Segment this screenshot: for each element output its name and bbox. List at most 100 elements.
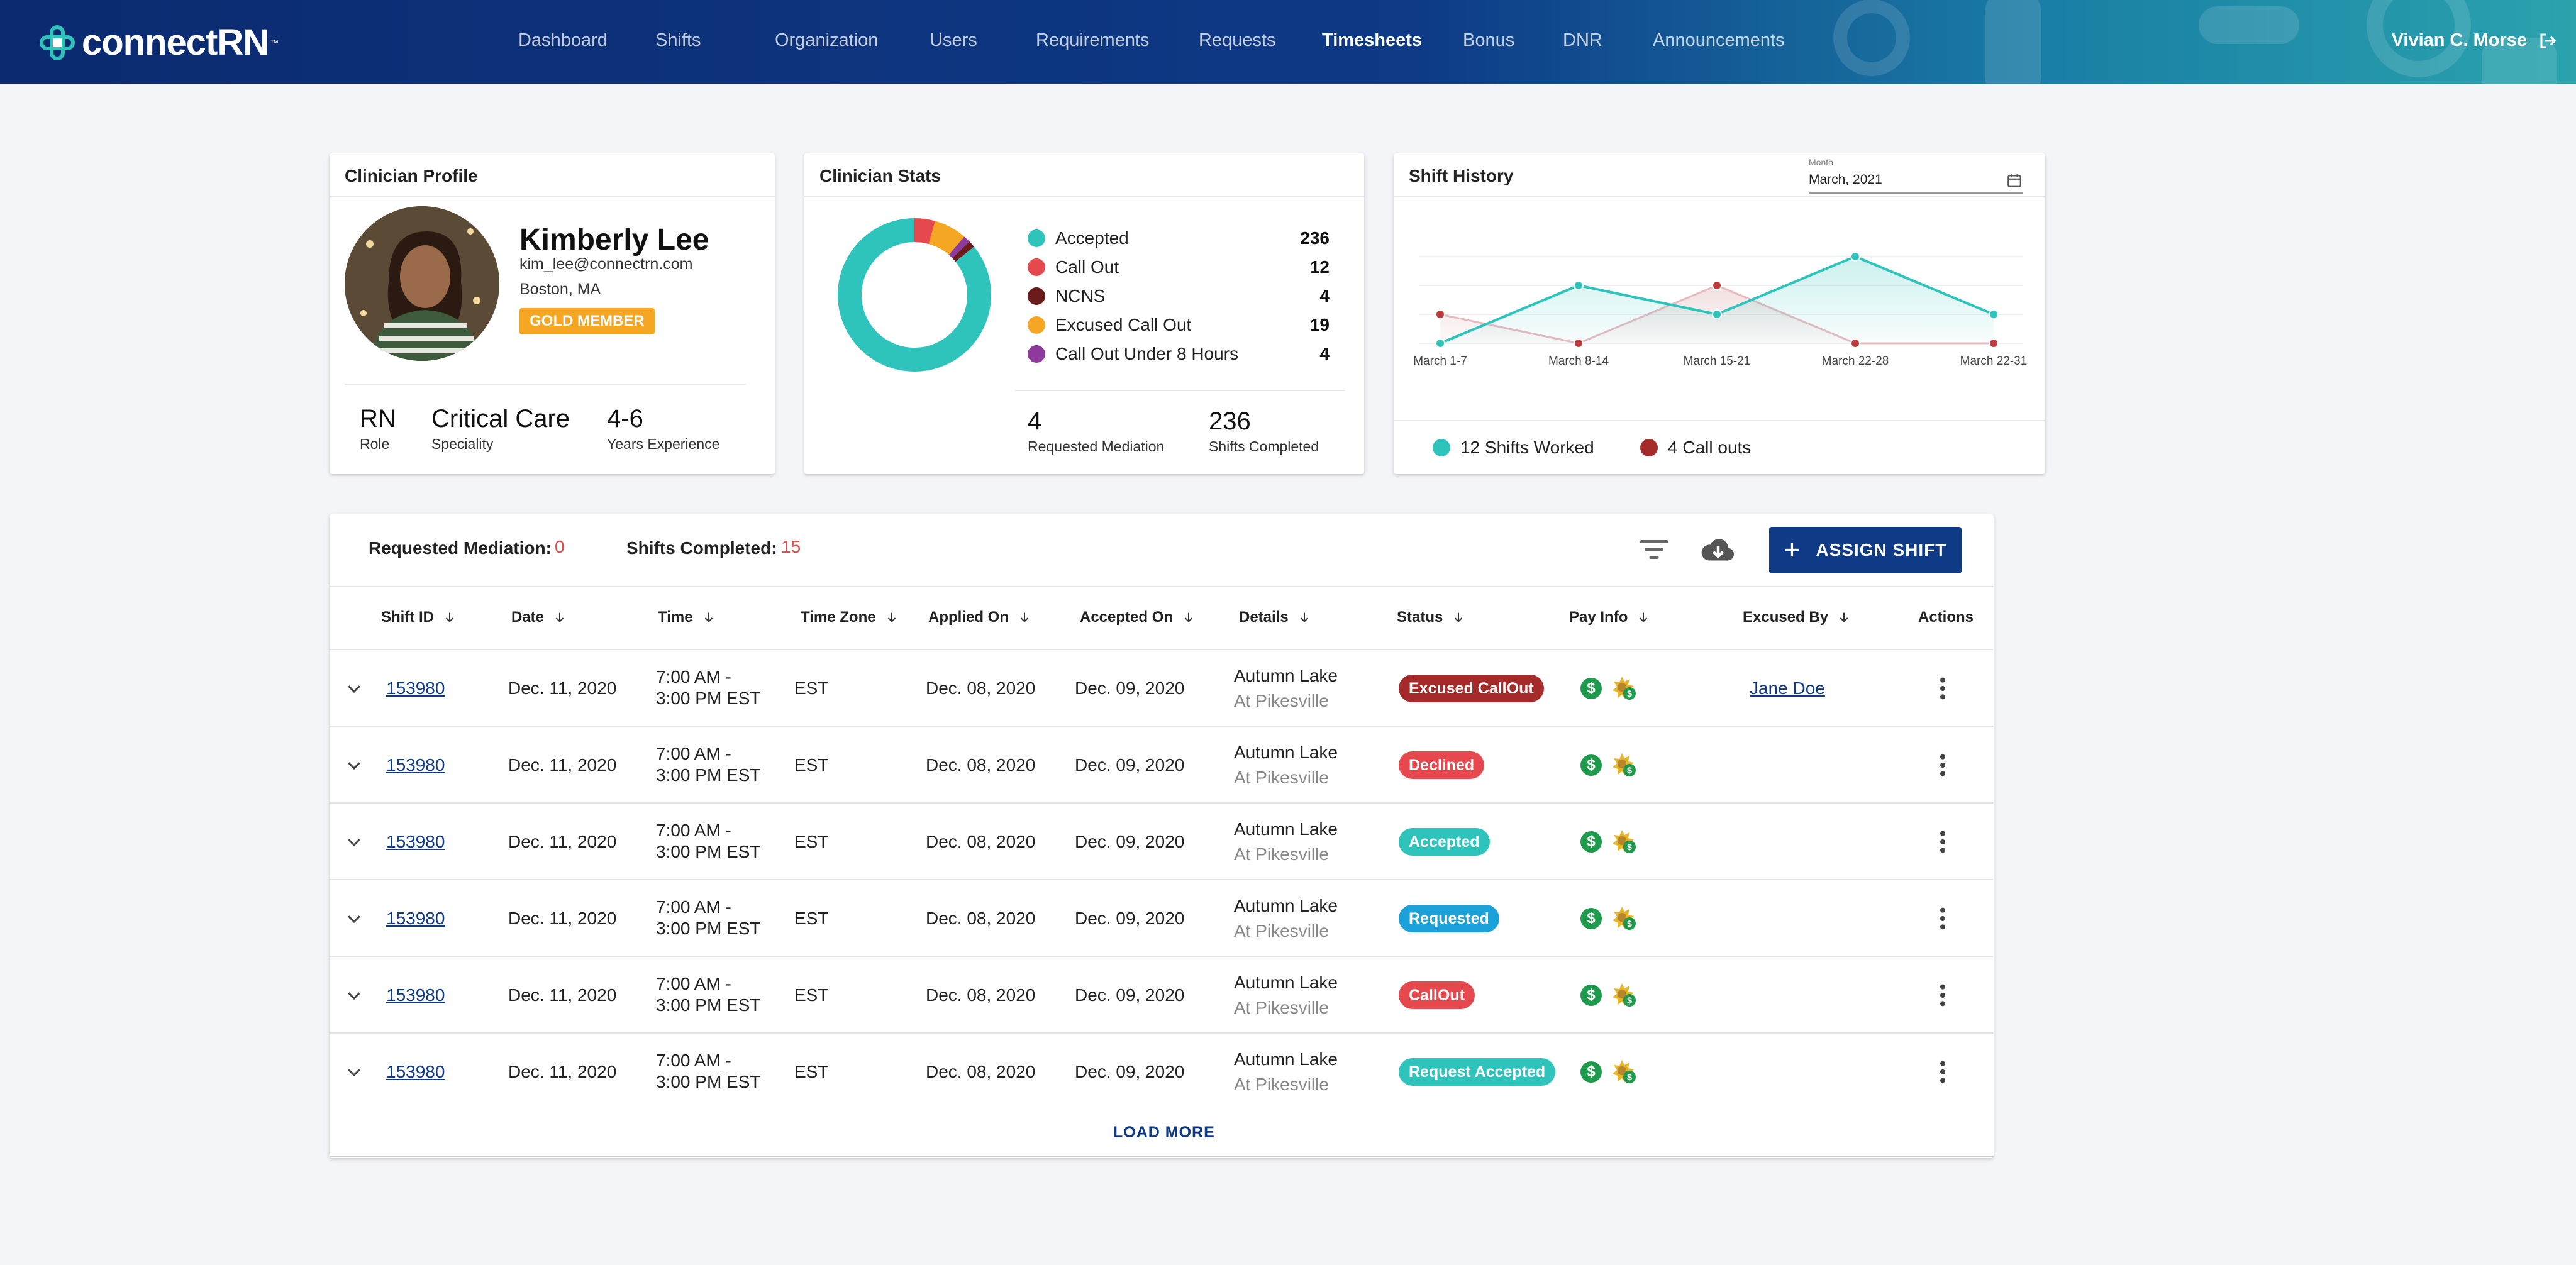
pay-dollar-icon[interactable]: $ (1580, 1061, 1602, 1083)
sort-arrow-icon[interactable] (1297, 610, 1311, 624)
more-actions-icon[interactable] (1933, 906, 1952, 931)
shift-id-link[interactable]: 153980 (386, 832, 445, 851)
shift-id-link[interactable]: 153980 (386, 678, 445, 698)
shift-time-end: 3:00 PM EST (656, 995, 761, 1015)
divider (1394, 420, 2045, 421)
sort-arrow-icon[interactable] (1636, 610, 1650, 624)
column-header-label: Actions (1918, 609, 1974, 626)
chevron-down-icon[interactable] (345, 756, 364, 775)
column-header-date[interactable]: Date (511, 609, 567, 626)
divider (804, 196, 1364, 197)
more-actions-icon[interactable] (1933, 983, 1952, 1008)
bonus-badge-icon[interactable]: $ (1611, 752, 1638, 778)
column-header-time-zone[interactable]: Time Zone (801, 609, 899, 626)
stat-label: Shifts Completed (1209, 438, 1319, 455)
assign-shift-button[interactable]: + ASSIGN SHIFT (1769, 527, 1962, 573)
chevron-down-icon[interactable] (345, 679, 364, 698)
connectrn-logo[interactable]: connectRN ™ (39, 21, 279, 64)
excused-by-link[interactable]: Jane Doe (1750, 678, 1825, 698)
filter-icon[interactable] (1635, 531, 1673, 568)
pay-dollar-icon[interactable]: $ (1580, 908, 1602, 929)
nav-item-users[interactable]: Users (930, 30, 977, 50)
more-actions-icon[interactable] (1933, 676, 1952, 701)
pay-dollar-icon[interactable]: $ (1580, 831, 1602, 853)
more-actions-icon[interactable] (1933, 829, 1952, 854)
bonus-badge-icon[interactable]: $ (1611, 1059, 1638, 1085)
column-header-excused-by[interactable]: Excused By (1743, 609, 1851, 626)
shift-id-link[interactable]: 153980 (386, 1062, 445, 1081)
month-caption: Month (1809, 157, 1833, 167)
pay-dollar-icon[interactable]: $ (1580, 985, 1602, 1006)
chevron-down-icon[interactable] (345, 986, 364, 1005)
pay-dollar-icon[interactable]: $ (1580, 678, 1602, 699)
legend-label: Accepted (1055, 228, 1129, 248)
shift-history-chart: March 1-7 March 8-14 March 15-21 March 22-2… (1413, 251, 2027, 368)
donut-slice-excused-call-out (928, 221, 965, 255)
shift-time-end: 3:00 PM EST (656, 842, 761, 861)
logout-icon[interactable] (2538, 31, 2557, 50)
shift-date: Dec. 11, 2020 (508, 1062, 617, 1081)
nav-item-organization[interactable]: Organization (775, 30, 879, 50)
more-actions-icon[interactable] (1933, 1059, 1952, 1085)
legend-dot (1028, 345, 1045, 363)
calendar-icon[interactable] (2006, 172, 2023, 189)
sort-arrow-icon[interactable] (1837, 610, 1851, 624)
column-header-details[interactable]: Details (1239, 609, 1311, 626)
nav-item-dashboard[interactable]: Dashboard (518, 30, 608, 50)
column-header-label: Accepted On (1080, 609, 1174, 626)
donut-slice-call-out-under-8-hours (948, 236, 970, 258)
shift-id-link[interactable]: 153980 (386, 755, 445, 775)
column-header-applied-on[interactable]: Applied On (928, 609, 1031, 626)
load-more-button[interactable]: LOAD MORE (1113, 1124, 1215, 1141)
nav-item-bonus[interactable]: Bonus (1463, 30, 1515, 50)
more-actions-icon[interactable] (1933, 753, 1952, 778)
svg-text:$: $ (1627, 995, 1632, 1005)
chevron-down-icon[interactable] (345, 832, 364, 851)
bonus-badge-icon[interactable]: $ (1611, 675, 1638, 702)
nav-item-requirements[interactable]: Requirements (1036, 30, 1150, 50)
user-menu[interactable]: Vivian C. Morse (2392, 30, 2557, 51)
shifts-completed-label: Shifts Completed: (626, 538, 777, 558)
divider (330, 726, 1994, 727)
shift-id-link[interactable]: 153980 (386, 909, 445, 928)
card-title: Clinician Stats (819, 166, 941, 185)
facility-location: At Pikesville (1234, 1074, 1329, 1094)
bonus-badge-icon[interactable]: $ (1611, 829, 1638, 855)
nav-item-shifts[interactable]: Shifts (655, 30, 701, 50)
chevron-down-icon[interactable] (345, 1063, 364, 1081)
column-header-shift-id[interactable]: Shift ID (381, 609, 457, 626)
accepted-on: Dec. 09, 2020 (1075, 985, 1185, 1005)
sort-arrow-icon[interactable] (443, 610, 457, 624)
sort-arrow-icon[interactable] (702, 610, 716, 624)
legend-dot (1028, 258, 1045, 276)
nav-item-requests[interactable]: Requests (1199, 30, 1276, 50)
clinician-name: Kimberly Lee (519, 223, 709, 257)
month-picker[interactable]: Month March, 2021 (1809, 157, 2023, 196)
card-title: Clinician Profile (345, 166, 478, 185)
bonus-badge-icon[interactable]: $ (1611, 982, 1638, 1008)
shift-timezone: EST (794, 832, 829, 851)
cloud-download-icon[interactable] (1699, 531, 1737, 568)
sort-arrow-icon[interactable] (885, 610, 899, 624)
data-point (1850, 251, 1860, 262)
column-header-status[interactable]: Status (1397, 609, 1465, 626)
user-name: Vivian C. Morse (2391, 30, 2527, 50)
sort-arrow-icon[interactable] (1018, 610, 1031, 624)
applied-on: Dec. 08, 2020 (926, 678, 1036, 698)
sort-arrow-icon[interactable] (553, 610, 567, 624)
sort-arrow-icon[interactable] (1452, 610, 1465, 624)
chevron-down-icon[interactable] (345, 909, 364, 928)
nav-item-dnr[interactable]: DNR (1563, 30, 1602, 50)
x-tick-label: March 22-28 (1822, 355, 1889, 368)
shift-time-end: 3:00 PM EST (656, 765, 761, 785)
shift-id-link[interactable]: 153980 (386, 985, 445, 1005)
pay-dollar-icon[interactable]: $ (1580, 754, 1602, 776)
sort-arrow-icon[interactable] (1182, 610, 1196, 624)
nav-item-timesheets[interactable]: Timesheets (1322, 30, 1423, 50)
top-navigation-bar: connectRN ™ Dashboard Shifts Organization Us… (0, 0, 2576, 84)
bonus-badge-icon[interactable]: $ (1611, 905, 1638, 932)
column-header-accepted-on[interactable]: Accepted On (1080, 609, 1196, 626)
nav-item-announcements[interactable]: Announcements (1653, 30, 1785, 50)
column-header-time[interactable]: Time (658, 609, 716, 626)
column-header-pay-info[interactable]: Pay Info (1569, 609, 1650, 626)
